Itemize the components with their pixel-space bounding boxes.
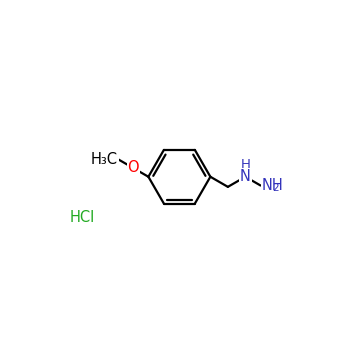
Text: N: N [240, 169, 251, 184]
Text: 2: 2 [272, 183, 279, 193]
Text: O: O [127, 161, 139, 175]
Text: H: H [240, 158, 250, 171]
Text: H₃C: H₃C [91, 152, 118, 167]
Text: NH: NH [261, 178, 283, 193]
Text: HCl: HCl [70, 210, 95, 225]
